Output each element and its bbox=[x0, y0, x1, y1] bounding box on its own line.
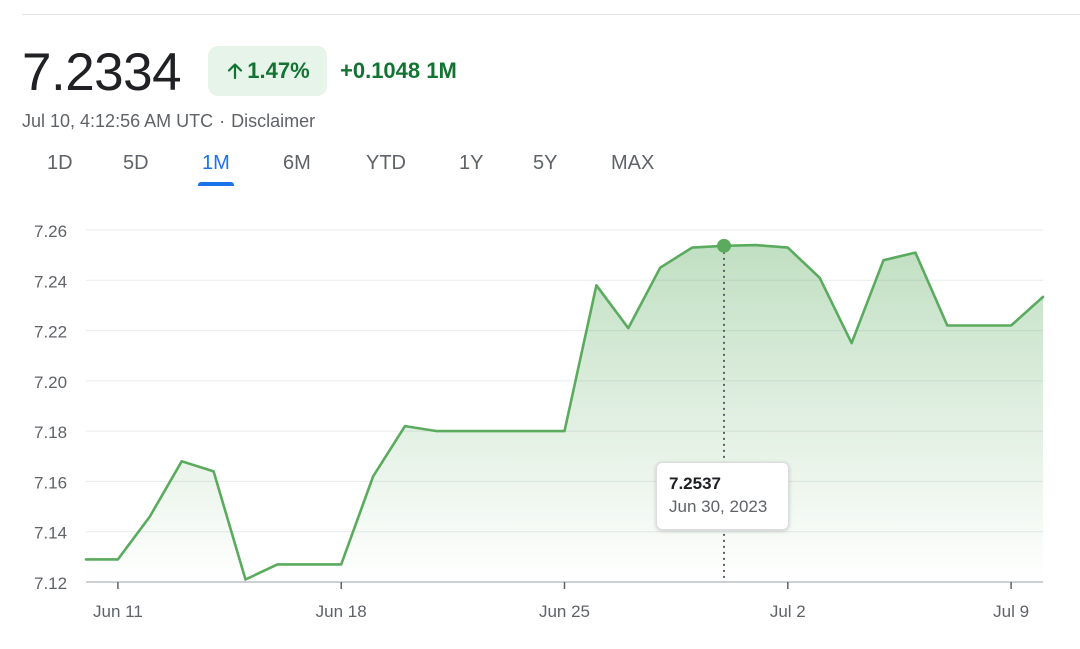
current-price: 7.2334 bbox=[22, 43, 182, 102]
tooltip-date: Jun 30, 2023 bbox=[669, 497, 768, 516]
y-tick-label: 7.12 bbox=[34, 574, 67, 593]
tooltip-value: 7.2537 bbox=[669, 474, 721, 493]
tab-5d[interactable]: 5D bbox=[123, 152, 149, 174]
y-tick-label: 7.24 bbox=[34, 272, 67, 291]
price-area bbox=[86, 245, 1043, 582]
y-tick-label: 7.20 bbox=[34, 373, 67, 392]
y-tick-label: 7.14 bbox=[34, 524, 67, 543]
timestamp: Jul 10, 4:12:56 AM UTC bbox=[22, 111, 214, 131]
y-tick-label: 7.26 bbox=[34, 222, 67, 241]
tab-6m[interactable]: 6M bbox=[283, 152, 311, 174]
change-percent-badge: 1.47% bbox=[208, 46, 327, 96]
hover-marker bbox=[717, 238, 731, 253]
arrow-up-icon bbox=[225, 61, 245, 81]
active-tab-indicator bbox=[198, 182, 234, 186]
x-tick-label: Jun 18 bbox=[316, 602, 367, 621]
price-meta: Jul 10, 4:12:56 AM UTC · Disclaimer bbox=[22, 111, 315, 132]
tab-max[interactable]: MAX bbox=[611, 152, 655, 174]
price-chart[interactable]: 7.26 7.24 7.22 7.20 7.18 7.16 7.14 7.12 Jun 11 Ju… bbox=[0, 200, 1080, 649]
disclaimer-link[interactable]: Disclaimer bbox=[231, 111, 316, 131]
x-tick-label: Jun 11 bbox=[93, 602, 143, 621]
change-percent-label: 1.47% bbox=[247, 58, 310, 83]
price-line bbox=[84, 243, 1045, 581]
y-tick-label: 7.16 bbox=[34, 473, 67, 492]
tab-ytd[interactable]: YTD bbox=[366, 152, 406, 174]
change-absolute-label: +0.1048 1M bbox=[340, 58, 457, 83]
tab-1d[interactable]: 1D bbox=[47, 152, 73, 174]
x-tick-label: Jul 9 bbox=[993, 602, 1029, 621]
y-tick-label: 7.18 bbox=[34, 423, 67, 442]
tab-1y[interactable]: 1Y bbox=[459, 152, 484, 174]
x-tick-label: Jun 25 bbox=[539, 602, 590, 621]
chart-tooltip: 7.2537 Jun 30, 2023 bbox=[656, 462, 789, 530]
meta-separator: · bbox=[219, 111, 226, 131]
x-tick-label: Jul 2 bbox=[770, 602, 806, 621]
tab-5y[interactable]: 5Y bbox=[533, 152, 558, 174]
y-tick-label: 7.22 bbox=[34, 323, 67, 342]
tab-1m[interactable]: 1M bbox=[198, 152, 234, 186]
top-divider bbox=[22, 14, 1080, 15]
